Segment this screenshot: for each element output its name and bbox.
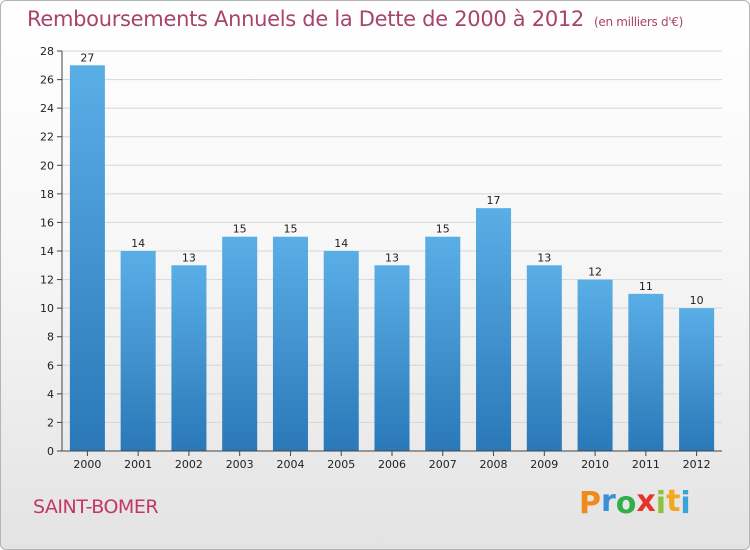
data-label: 13: [182, 251, 196, 264]
bar: [628, 293, 664, 451]
logo-letter: i: [680, 486, 691, 521]
y-tick-label: 18: [40, 188, 54, 201]
logo-letter: i: [655, 486, 667, 521]
axes: [57, 50, 722, 456]
bar: [577, 279, 613, 451]
bar: [222, 236, 258, 451]
logo-letter: t: [666, 484, 681, 519]
place-name: SAINT-BOMER: [33, 496, 159, 518]
y-tick-label: 26: [40, 74, 54, 87]
logo-letter: r: [601, 484, 616, 519]
bar: [526, 265, 562, 451]
x-tick-label: 2010: [581, 458, 609, 471]
bar: [69, 65, 105, 452]
logo-letter: P: [579, 486, 601, 521]
x-tick-label: 2003: [226, 458, 254, 471]
x-tick-label: 2011: [632, 458, 660, 471]
y-tick-label: 16: [40, 216, 54, 229]
x-tick-label: 2006: [378, 458, 406, 471]
chart-title: Remboursements Annuels de la Dette de 20…: [27, 7, 683, 31]
data-label: 27: [80, 51, 94, 64]
x-tick-label: 2000: [73, 458, 101, 471]
data-label: 14: [334, 237, 348, 250]
y-tick-label: 8: [47, 331, 54, 344]
bar: [323, 251, 359, 451]
y-tick-label: 10: [40, 302, 54, 315]
x-tick-label: 2007: [429, 458, 457, 471]
y-tick-label: 20: [40, 159, 54, 172]
y-tick-label: 6: [47, 359, 54, 372]
data-label: 11: [639, 280, 653, 293]
logo-letter: x: [636, 484, 656, 519]
chart-title-text: Remboursements Annuels de la Dette de 20…: [27, 7, 584, 31]
chart-subtitle: (en milliers d'€): [594, 15, 684, 29]
x-tick-label: 2001: [124, 458, 152, 471]
data-label: 15: [436, 223, 450, 236]
data-label: 17: [487, 194, 501, 207]
data-label: 15: [233, 223, 247, 236]
x-tick-label: 2005: [327, 458, 355, 471]
data-label: 14: [131, 237, 145, 250]
y-tick-label: 28: [40, 45, 54, 58]
x-tick-label: 2009: [530, 458, 558, 471]
data-label: 10: [690, 294, 704, 307]
bar: [476, 208, 512, 451]
y-tick-label: 14: [40, 245, 54, 258]
y-tick-label: 0: [47, 445, 54, 458]
logo-letter: o: [615, 486, 637, 521]
bar: [425, 236, 461, 451]
y-tick-label: 12: [40, 274, 54, 287]
data-label: 12: [588, 266, 602, 279]
bar: [272, 236, 308, 451]
bar: [171, 265, 207, 451]
x-tick-label: 2004: [276, 458, 304, 471]
y-tick-label: 24: [40, 102, 54, 115]
bar: [679, 308, 715, 451]
bar: [120, 251, 156, 451]
bars-group: [69, 65, 715, 452]
x-tick-label: 2002: [175, 458, 203, 471]
bar: [374, 265, 410, 451]
x-tick-label: 2012: [683, 458, 711, 471]
data-label: 13: [385, 251, 399, 264]
y-tick-label: 4: [47, 388, 54, 401]
data-label: 13: [537, 251, 551, 264]
data-label: 15: [283, 223, 297, 236]
y-tick-label: 22: [40, 131, 54, 144]
y-tick-label: 2: [47, 416, 54, 429]
proxiti-logo: Proxiti: [579, 484, 691, 521]
x-tick-label: 2008: [480, 458, 508, 471]
